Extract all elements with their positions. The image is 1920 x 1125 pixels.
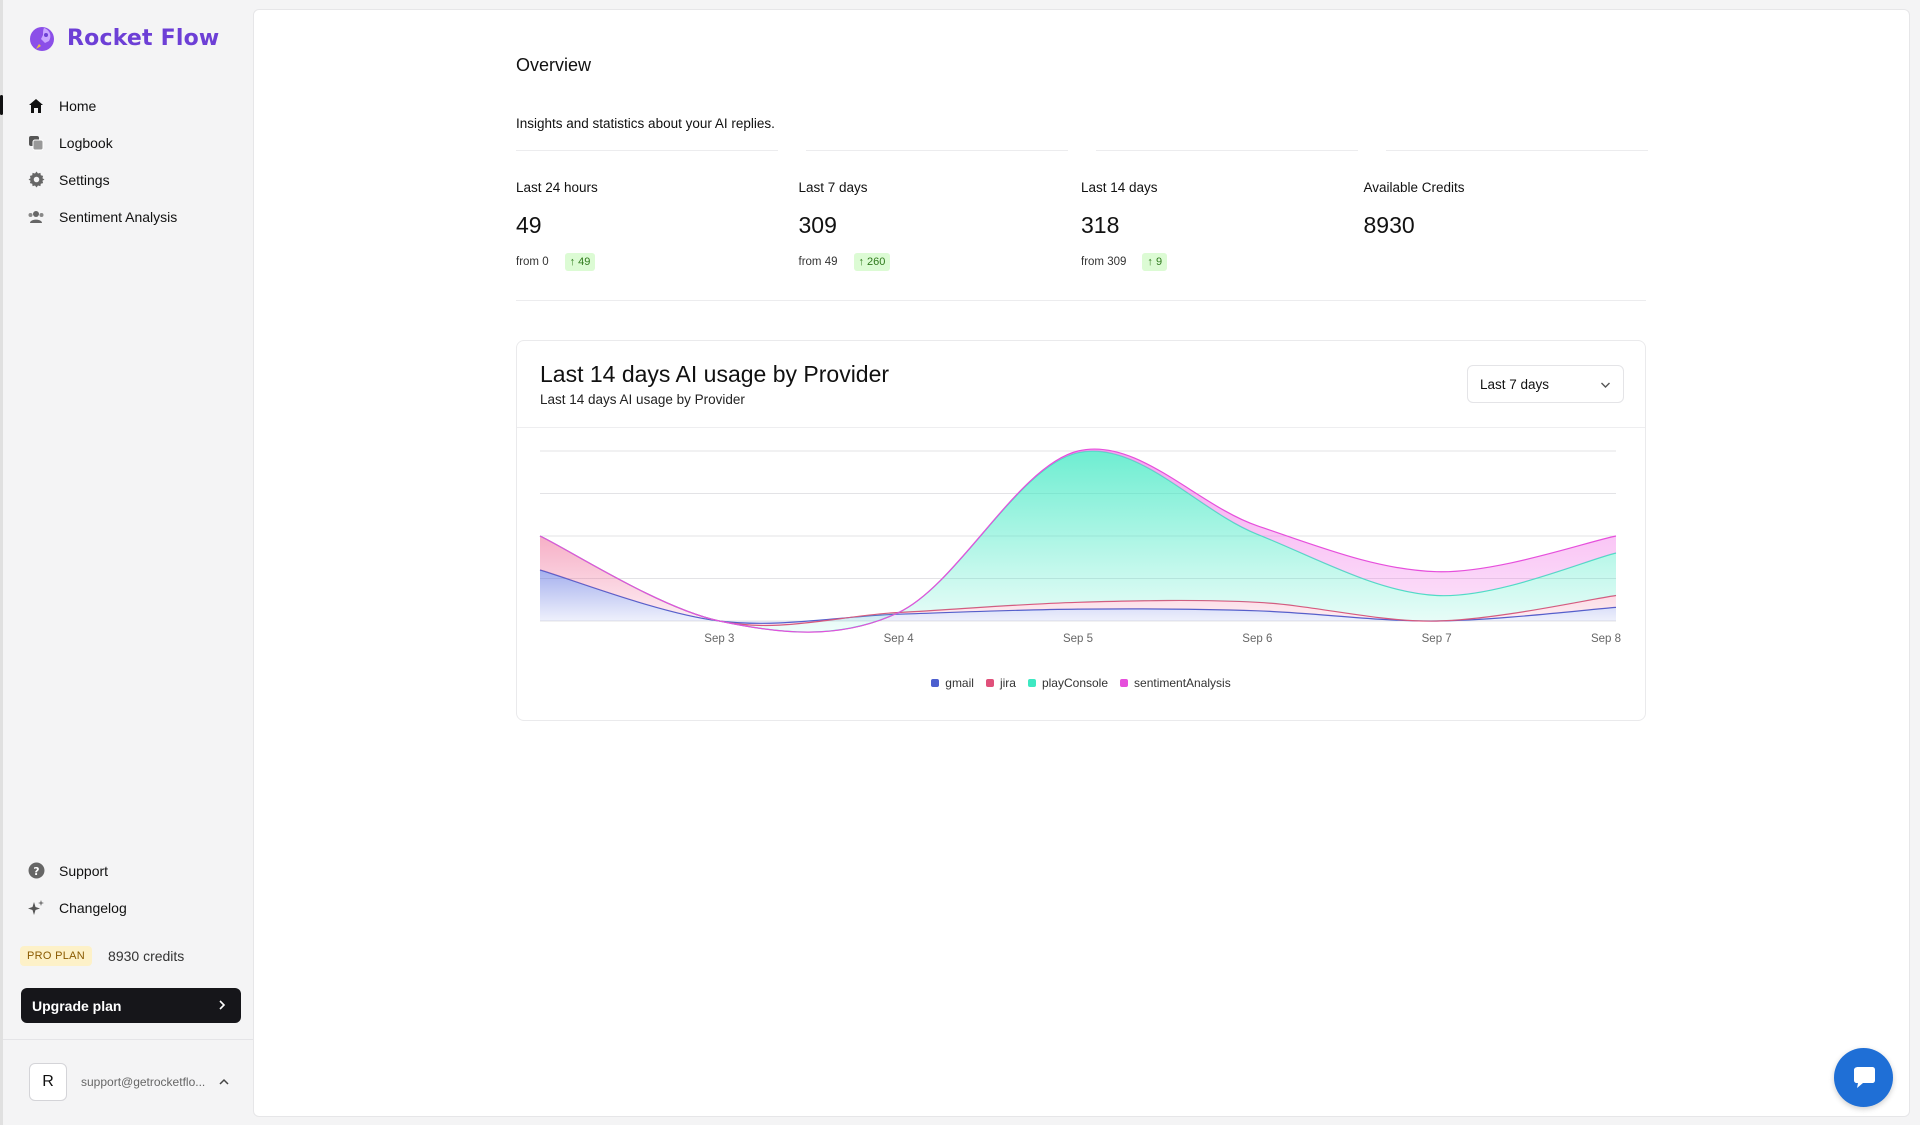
rocket-logo-icon (30, 27, 54, 51)
stat-from: from 49 (798, 256, 838, 268)
divider (806, 150, 1068, 151)
x-tick-label: Sep 8 (1591, 633, 1621, 645)
range-select[interactable]: Last 7 days (1467, 365, 1624, 403)
x-tick-label: Sep 5 (1063, 633, 1093, 645)
user-menu[interactable]: R support@getrocketflo... (29, 1063, 229, 1101)
stat-value: 49 (516, 212, 542, 238)
stat-label: Last 14 days (1081, 180, 1158, 195)
plan-info: PRO PLAN 8930 credits (20, 946, 184, 966)
page-subtitle: Insights and statistics about your AI re… (516, 116, 775, 131)
stat-value: 8930 (1363, 212, 1415, 238)
stat-from: from 0 (516, 256, 549, 268)
plan-badge: PRO PLAN (20, 946, 93, 966)
divider (1096, 150, 1358, 151)
plan-credits: 8930 credits (108, 948, 185, 964)
sidebar-item-label: Settings (59, 171, 110, 188)
chart-subtitle: Last 14 days AI usage by Provider (540, 392, 745, 407)
stat-card: Last 24 hours 49 from 0 ↑ 49 (516, 180, 799, 271)
sidebar-item-changelog[interactable]: Changelog (3, 889, 256, 926)
delta-badge: ↑ 49 (564, 253, 596, 271)
sidebar-item-label: Support (59, 862, 109, 879)
chevron-up-icon (219, 1075, 229, 1089)
stat-value: 318 (1081, 212, 1120, 238)
sidebar-item-logbook[interactable]: Logbook (3, 124, 256, 161)
card-divider (517, 427, 1645, 428)
stat-from: from 309 (1081, 256, 1127, 268)
range-select-value: Last 7 days (1480, 376, 1550, 392)
sidebar-item-label: Changelog (59, 899, 127, 916)
stat-label: Last 7 days (798, 180, 868, 195)
line-sentimentAnalysis (539, 448, 1617, 633)
stat-label: Last 24 hours (516, 180, 598, 195)
page-title: Overview (516, 55, 592, 75)
area-playConsole (540, 451, 1616, 633)
legend-label: gmail (945, 676, 974, 690)
sparkles-icon (27, 899, 45, 917)
chart-title: Last 14 days AI usage by Provider (540, 361, 890, 387)
stat-footer: from 0 ↑ 49 (516, 253, 799, 271)
sidebar: Rocket Flow Home Logbook Settings Sentim… (0, 0, 256, 1125)
legend-swatch (931, 679, 940, 687)
stat-value: 309 (798, 212, 837, 238)
sidebar-item-settings[interactable]: Settings (3, 161, 256, 198)
legend-item-playConsole[interactable]: playConsole (1027, 676, 1109, 690)
legend-item-sentimentAnalysis[interactable]: sentimentAnalysis (1120, 676, 1231, 690)
x-tick-label: Sep 6 (1242, 633, 1272, 645)
sidebar-divider (3, 1039, 256, 1040)
main-panel: Overview Insights and statistics about y… (253, 9, 1910, 1117)
main-nav: Home Logbook Settings Sentiment Analysis (0, 87, 256, 235)
stat-card: Last 7 days 309 from 49 ↑ 260 (799, 180, 1082, 271)
user-email: support@getrocketflo... (81, 1075, 205, 1089)
legend-swatch (1027, 679, 1036, 687)
sidebar-item-support[interactable]: ? Support (3, 852, 256, 889)
sidebar-item-label: Logbook (59, 134, 113, 151)
help-circle-icon: ? (27, 862, 45, 880)
divider (516, 300, 1646, 301)
stat-card: Last 14 days 318 from 309 ↑ 9 (1081, 180, 1364, 271)
usage-chart-card: Last 14 days AI usage by Provider Last 1… (516, 340, 1646, 721)
stat-footer: from 309 ↑ 9 (1081, 253, 1364, 271)
area-jira (540, 536, 1616, 626)
copy-icon (27, 134, 45, 152)
gear-icon (27, 171, 45, 189)
upgrade-plan-button[interactable]: Upgrade plan (21, 988, 241, 1023)
stat-footer: from 49 ↑ 260 (799, 253, 1082, 271)
avatar: R (29, 1063, 67, 1101)
delta-badge: ↑ 260 (853, 253, 891, 271)
home-icon (27, 97, 45, 115)
stat-card-credits: Available Credits 8930 (1364, 180, 1647, 271)
brand[interactable]: Rocket Flow (27, 22, 219, 54)
stats-row: Last 24 hours 49 from 0 ↑ 49 Last 7 days… (516, 180, 1646, 271)
sidebar-item-label: Sentiment Analysis (59, 208, 178, 225)
sidebar-item-sentiment-analysis[interactable]: Sentiment Analysis (3, 198, 256, 235)
delta-badge: ↑ 9 (1142, 253, 1168, 271)
stat-label: Available Credits (1363, 180, 1465, 195)
legend-item-jira[interactable]: jira (985, 676, 1016, 690)
usage-area-chart: Sep 3 Sep 4 Sep 5 Sep 6 Sep 7 Sep 8 (539, 448, 1621, 645)
legend-swatch (985, 679, 994, 687)
upgrade-plan-label: Upgrade plan (32, 997, 122, 1014)
divider (516, 150, 778, 151)
divider (1386, 150, 1648, 151)
svg-text:?: ? (33, 865, 39, 878)
x-tick-label: Sep 7 (1422, 633, 1452, 645)
chat-bubble-icon (1853, 1066, 1875, 1088)
brand-name: Rocket Flow (67, 25, 220, 51)
legend-label: sentimentAnalysis (1134, 676, 1231, 690)
users-icon (27, 208, 45, 226)
sidebar-item-home[interactable]: Home (0, 87, 256, 124)
legend-label: jira (999, 676, 1016, 690)
secondary-nav: ? Support Changelog (3, 852, 256, 926)
chevron-down-icon (1600, 377, 1611, 392)
area-gmail (540, 570, 1616, 624)
legend-label: playConsole (1041, 676, 1109, 690)
legend-swatch (1120, 679, 1129, 687)
sidebar-item-label: Home (59, 97, 97, 114)
x-tick-label: Sep 3 (704, 633, 734, 645)
x-tick-label: Sep 4 (884, 633, 915, 645)
chat-launcher-button[interactable] (1834, 1048, 1893, 1107)
chart-legend: gmail jira playConsole sentimentAnalysis (517, 676, 1645, 690)
chevron-right-icon (217, 998, 227, 1014)
legend-item-gmail[interactable]: gmail (931, 676, 974, 690)
